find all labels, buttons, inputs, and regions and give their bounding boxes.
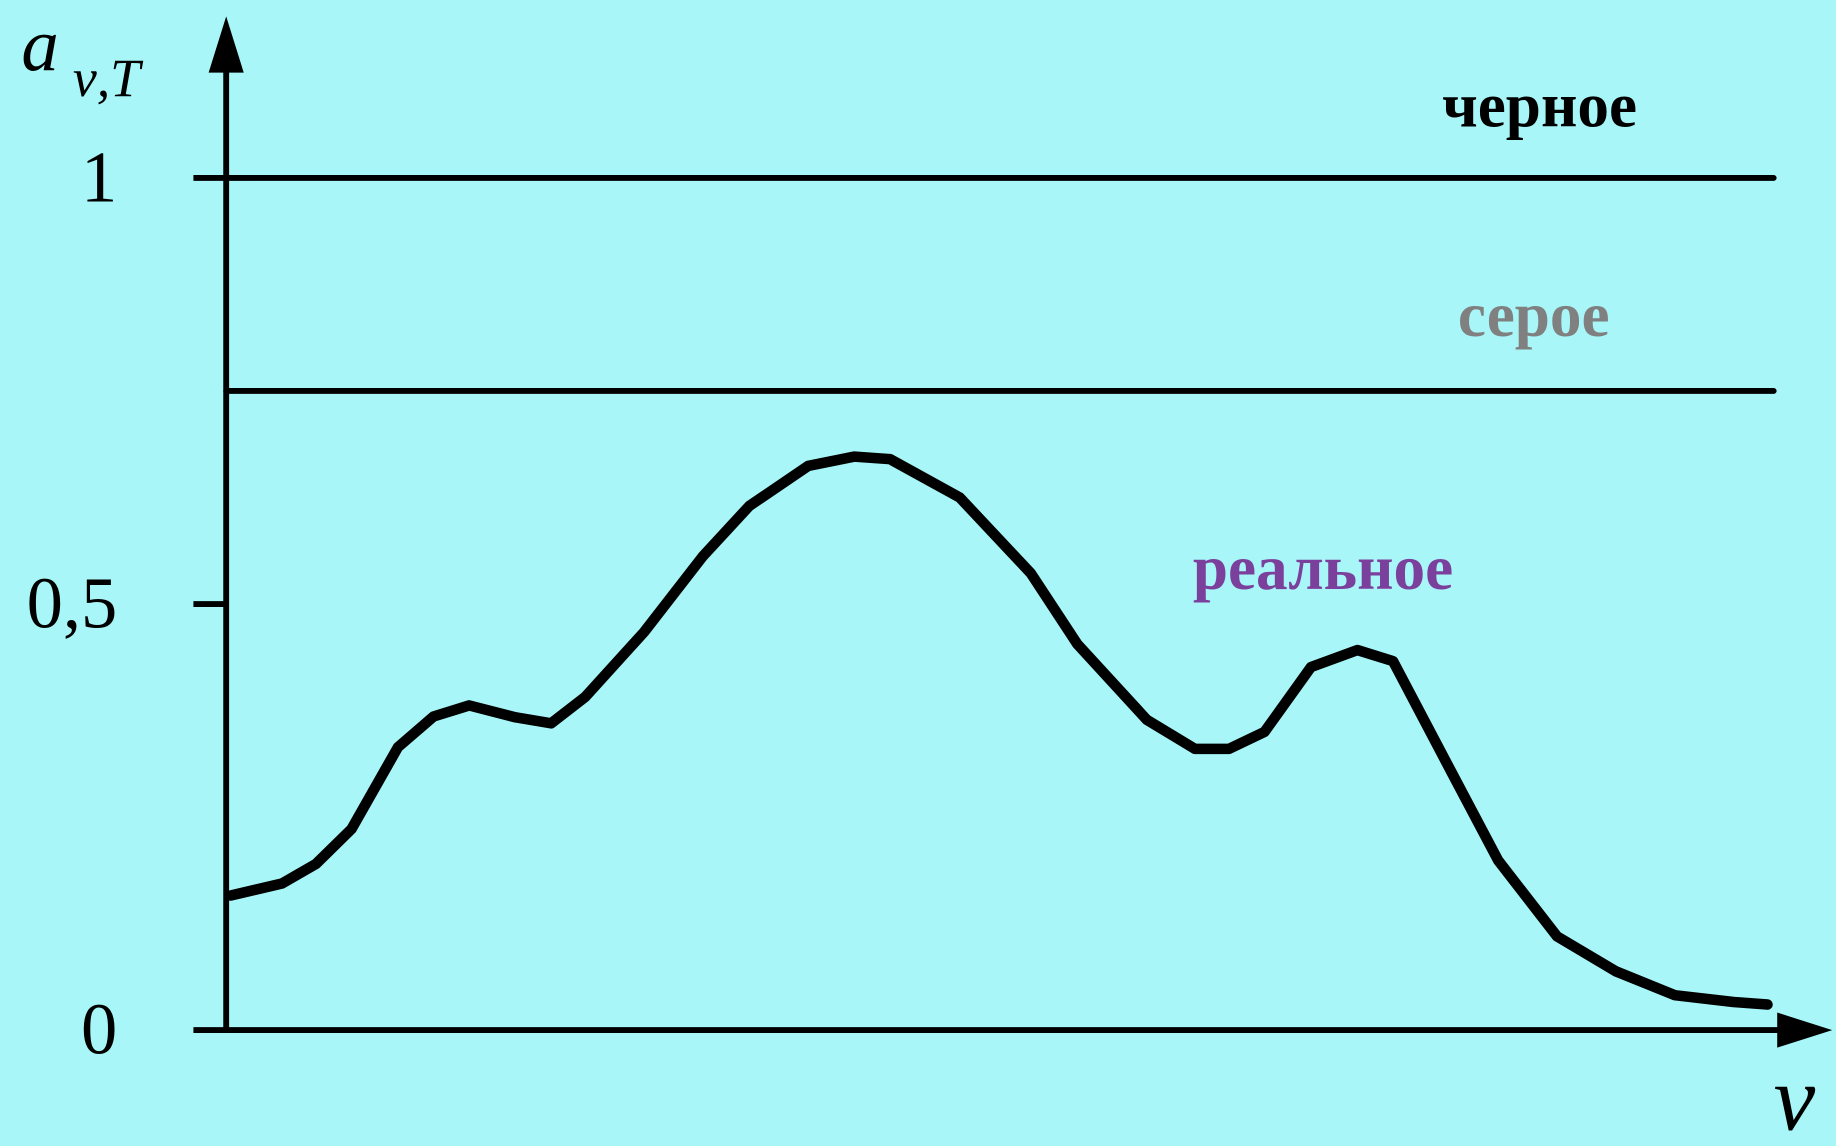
y-axis-label: a — [21, 4, 58, 87]
x-axis-arrow — [1777, 1012, 1833, 1048]
y-axis-label-sub: ν,T — [73, 48, 144, 108]
series-label: черное — [1442, 70, 1637, 140]
series-line — [225, 451, 1773, 1010]
y-tick-label: 0,5 — [27, 562, 118, 643]
y-axis-arrow — [208, 16, 244, 73]
x-axis-label: ν — [1774, 1048, 1816, 1146]
y-tick-label: 0 — [81, 989, 117, 1070]
series-label: реальное — [1193, 533, 1453, 603]
series-label: серое — [1458, 280, 1610, 350]
y-tick-label: 1 — [81, 136, 117, 217]
